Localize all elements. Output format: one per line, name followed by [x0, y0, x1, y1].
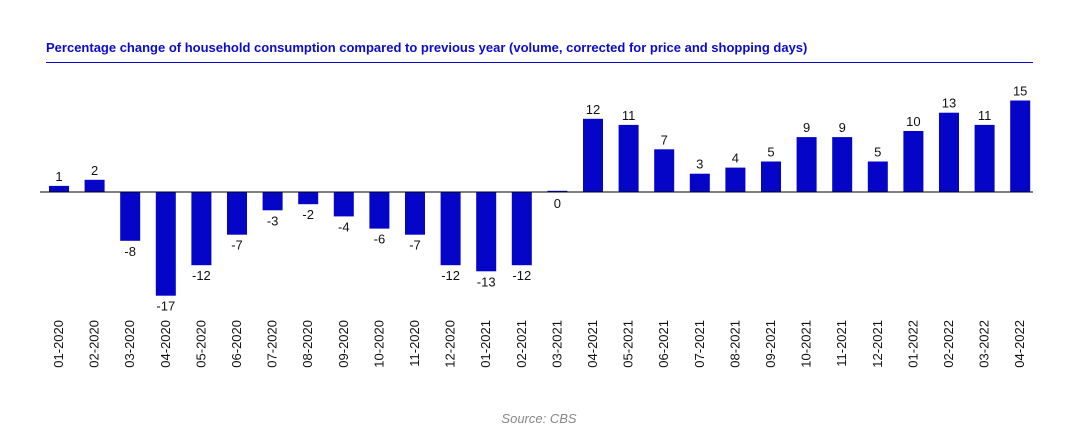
bar-12-2021	[867, 161, 888, 192]
data-label-09-2020: -4	[338, 219, 350, 234]
data-label-05-2021: 11	[622, 108, 636, 123]
data-label-03-2021: 0	[554, 196, 561, 211]
bar-03-2022	[974, 124, 995, 192]
data-label-07-2020: -3	[267, 213, 279, 228]
tick-label-08-2021: 08-2021	[727, 320, 742, 368]
data-label-01-2022: 10	[906, 114, 920, 129]
tick-label-04-2021: 04-2021	[585, 320, 600, 368]
bar-04-2020	[155, 192, 176, 296]
data-label-04-2022: 15	[1013, 84, 1027, 99]
tick-label-05-2021: 05-2021	[621, 320, 636, 368]
bar-01-2020	[49, 185, 69, 192]
data-label-04-2020: -17	[156, 299, 175, 314]
tick-label-09-2021: 09-2021	[763, 320, 778, 368]
tick-label-10-2021: 10-2021	[799, 320, 814, 368]
bar-08-2020	[298, 192, 319, 205]
bar-05-2020	[191, 192, 212, 266]
data-label-11-2020: -7	[409, 238, 421, 253]
data-label-03-2022: 11	[978, 108, 992, 123]
tick-label-03-2020: 03-2020	[122, 320, 137, 368]
bar-01-2022	[903, 131, 924, 192]
tick-label-04-2020: 04-2020	[158, 320, 173, 368]
data-label-02-2020: 2	[91, 163, 98, 178]
tick-label-07-2020: 07-2020	[265, 320, 280, 368]
bars-group	[49, 100, 1031, 296]
bar-03-2020	[120, 192, 141, 241]
tick-label-02-2022: 02-2022	[941, 320, 956, 368]
bar-06-2021	[654, 149, 675, 192]
tick-label-08-2020: 08-2020	[300, 320, 315, 368]
tick-label-06-2020: 06-2020	[229, 320, 244, 368]
tick-label-01-2020: 01-2020	[51, 320, 66, 368]
data-label-08-2020: -2	[302, 207, 314, 222]
tick-label-05-2020: 05-2020	[193, 320, 208, 368]
tick-label-03-2022: 03-2022	[977, 320, 992, 368]
data-label-01-2021: -13	[477, 274, 496, 289]
bar-03-2021	[547, 190, 568, 192]
bar-09-2020	[333, 192, 354, 217]
data-label-04-2021: 12	[586, 102, 600, 117]
data-label-08-2021: 4	[732, 151, 739, 166]
bar-08-2021	[725, 167, 746, 192]
tick-label-09-2020: 09-2020	[336, 320, 351, 368]
chart-title: Percentage change of household consumpti…	[46, 40, 808, 55]
bar-09-2021	[761, 161, 781, 192]
tick-label-07-2021: 07-2021	[692, 320, 707, 368]
data-label-06-2020: -7	[231, 238, 243, 253]
tick-label-04-2022: 04-2022	[1012, 320, 1027, 368]
bar-02-2021	[511, 192, 532, 266]
bar-11-2021	[832, 137, 853, 192]
tick-label-12-2021: 12-2021	[870, 320, 885, 368]
tick-label-11-2021: 11-2021	[834, 320, 849, 367]
bar-04-2021	[583, 118, 603, 192]
tick-label-01-2021: 01-2021	[478, 320, 493, 368]
tick-label-11-2020: 11-2020	[407, 320, 422, 367]
bar-11-2020	[405, 192, 425, 235]
data-label-12-2020: -12	[441, 268, 460, 283]
bar-01-2021	[476, 192, 497, 272]
data-label-06-2021: 7	[661, 132, 668, 147]
bar-02-2022	[939, 112, 959, 192]
data-label-02-2021: -12	[512, 268, 531, 283]
tick-label-03-2021: 03-2021	[549, 320, 564, 368]
source-note: Source: CBS	[501, 411, 577, 426]
data-label-12-2021: 5	[874, 145, 881, 160]
bar-10-2021	[796, 137, 817, 192]
data-label-07-2021: 3	[696, 157, 703, 172]
bar-07-2021	[689, 173, 710, 192]
tick-labels-group: 01-2020 02-2020 03-2020 04-2020 05-2020 06-20…	[51, 320, 1027, 368]
data-label-01-2020: 1	[55, 169, 62, 184]
bar-12-2020	[440, 192, 461, 266]
bar-05-2021	[618, 124, 639, 192]
title-divider	[46, 62, 1033, 63]
tick-label-02-2021: 02-2021	[514, 320, 529, 368]
bar-07-2020	[262, 192, 283, 211]
data-label-09-2021: 5	[767, 145, 774, 160]
data-label-11-2021: 9	[839, 120, 846, 135]
bar-06-2020	[227, 192, 247, 235]
tick-label-06-2021: 06-2021	[656, 320, 671, 368]
bar-10-2020	[369, 192, 390, 229]
data-label-03-2020: -8	[124, 244, 136, 259]
tick-label-02-2020: 02-2020	[87, 320, 102, 368]
data-label-10-2020: -6	[374, 232, 386, 247]
bar-02-2020	[84, 179, 105, 192]
tick-label-12-2020: 12-2020	[443, 320, 458, 368]
tick-label-10-2020: 10-2020	[371, 320, 386, 368]
bar-04-2022	[1010, 100, 1031, 192]
data-label-05-2020: -12	[192, 268, 211, 283]
data-label-02-2022: 13	[942, 96, 956, 111]
tick-label-01-2022: 01-2022	[905, 320, 920, 368]
data-label-10-2021: 9	[803, 120, 810, 135]
